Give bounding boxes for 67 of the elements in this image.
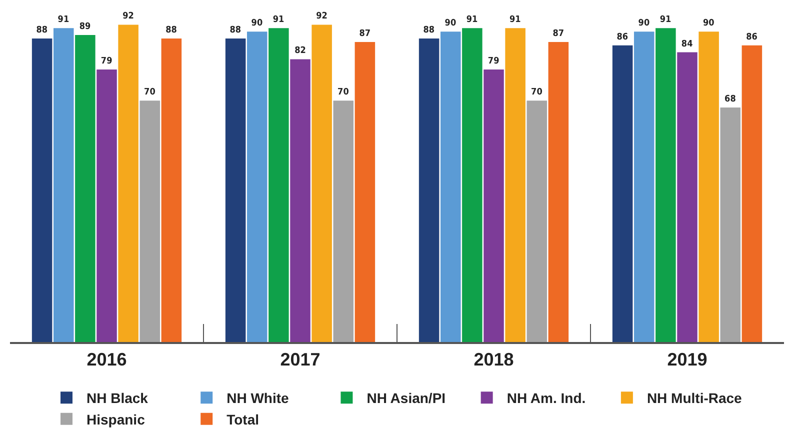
data-label: 79 — [488, 56, 500, 67]
bar — [720, 107, 741, 342]
data-label: 91 — [272, 15, 284, 26]
data-label: 88 — [423, 26, 435, 36]
x-tick-label: 2017 — [280, 350, 320, 370]
bar — [140, 100, 160, 342]
bar — [354, 42, 376, 342]
x-tick-label: 2018 — [474, 350, 514, 370]
bar — [53, 28, 74, 342]
bar — [742, 45, 762, 342]
bar — [462, 28, 482, 342]
bar — [440, 32, 461, 342]
data-label: 90 — [638, 18, 650, 29]
bar — [32, 38, 52, 342]
data-label: 92 — [316, 12, 328, 22]
data-label: 70 — [338, 88, 350, 98]
data-label: 70 — [531, 88, 543, 98]
legend-label: Total — [226, 411, 260, 428]
data-label: 68 — [724, 94, 736, 104]
data-label: 91 — [58, 15, 70, 26]
legend-label: NH Am. Ind. — [506, 390, 586, 406]
bar — [312, 24, 332, 342]
data-label: 87 — [359, 28, 371, 39]
bar — [118, 24, 138, 342]
data-label: 91 — [466, 15, 478, 26]
bar — [96, 70, 117, 342]
bar — [225, 38, 246, 342]
bar — [656, 28, 676, 342]
bar — [505, 28, 526, 342]
legend-label: NH Multi-Race — [646, 390, 742, 406]
data-label: 79 — [100, 56, 113, 67]
bar — [418, 38, 440, 342]
bar — [484, 70, 504, 342]
bar — [161, 38, 182, 342]
data-label: 82 — [294, 46, 306, 56]
bar — [677, 52, 698, 342]
data-label: 88 — [36, 26, 48, 36]
data-label: 86 — [616, 32, 628, 42]
data-label: 90 — [703, 18, 715, 29]
legend-label: NH White — [226, 390, 290, 406]
legend-label: NH Black — [86, 390, 148, 406]
legend-label: Hispanic — [86, 411, 146, 428]
data-label: 90 — [444, 18, 456, 29]
bar — [698, 32, 719, 342]
data-label: 90 — [251, 18, 263, 29]
bar — [333, 100, 354, 342]
bar — [75, 35, 96, 342]
data-label: 91 — [660, 15, 672, 26]
bar — [612, 45, 633, 342]
data-label: 86 — [746, 32, 758, 42]
data-label: 92 — [122, 12, 134, 22]
bar — [268, 28, 289, 342]
data-label: 87 — [552, 28, 564, 39]
bar — [290, 59, 310, 342]
bar — [548, 42, 569, 342]
bar — [526, 100, 548, 342]
x-tick-label: 2019 — [667, 350, 708, 370]
data-label: 88 — [166, 26, 178, 36]
data-label: 91 — [510, 15, 522, 26]
data-label: 84 — [681, 39, 694, 50]
legend-label: NH Asian/PI — [366, 390, 446, 406]
data-label: 89 — [79, 22, 91, 32]
data-label: 88 — [230, 26, 242, 36]
bar — [634, 32, 654, 342]
data-label: 70 — [144, 88, 156, 98]
bar — [246, 32, 268, 342]
x-tick-label: 2016 — [86, 350, 127, 370]
